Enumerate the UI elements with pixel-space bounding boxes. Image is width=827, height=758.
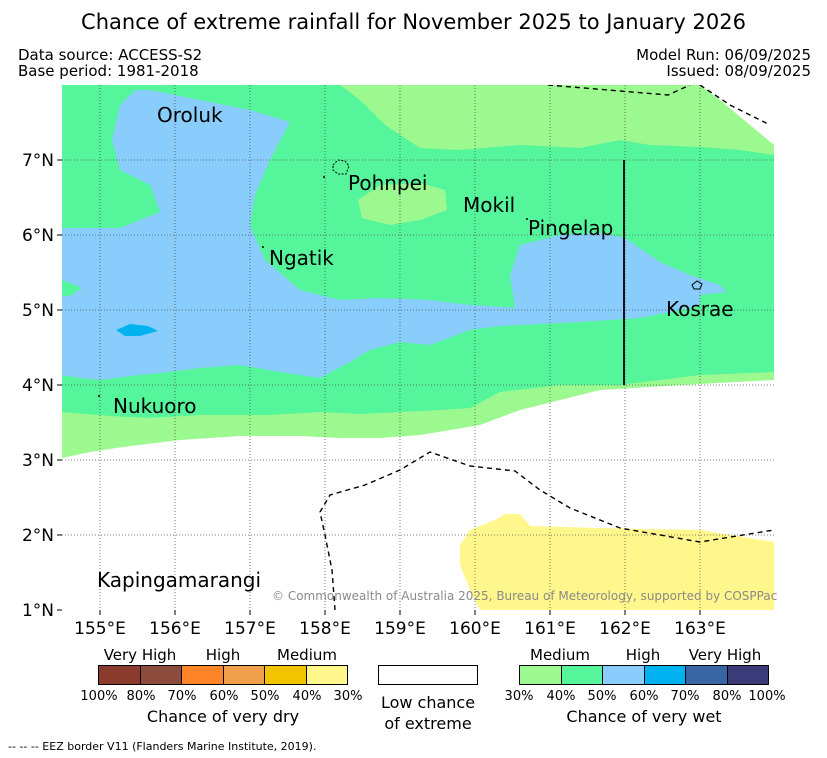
axis-ticks — [57, 159, 701, 615]
dry-swatch — [140, 666, 182, 684]
wet-colorbar — [519, 665, 769, 685]
dry-pct-label: 40% — [292, 689, 322, 704]
wet-pct-label: 50% — [587, 689, 617, 704]
kosrae-island — [691, 280, 703, 290]
place-label-pingelap: Pingelap — [528, 216, 613, 240]
dry-pct-label: 80% — [126, 689, 156, 704]
dry-swatch — [223, 666, 265, 684]
place-label-ngatik: Ngatik — [269, 246, 334, 270]
base-period-label: Base period: 1981-2018 — [18, 62, 199, 80]
low-chance-line2: of extreme — [384, 714, 472, 733]
mokil-island — [323, 176, 325, 178]
wet-legend-header-high: High — [625, 646, 661, 664]
wet-swatch — [727, 666, 768, 684]
lon-tick-159: 159°E — [374, 619, 426, 639]
wet-40-edge — [62, 280, 82, 296]
lon-tick-162: 162°E — [599, 619, 651, 639]
map-title: Chance of extreme rainfall for November … — [81, 10, 746, 34]
place-label-mokil: Mokil — [463, 193, 515, 217]
lat-tick-1: 1°N — [22, 601, 54, 621]
wet-pct-label: 40% — [546, 689, 576, 704]
dry-pct-label: 30% — [333, 689, 363, 704]
wet-medium-patch — [358, 183, 447, 225]
wet-swatch — [686, 666, 728, 684]
ngatik-island — [262, 246, 264, 248]
wet-high-east-region — [510, 233, 726, 308]
eez-footnote: -- -- -- EEZ border V11 (Flanders Marine… — [8, 740, 317, 753]
dry-swatch — [182, 666, 224, 684]
pohnpei-island — [332, 159, 350, 175]
lon-tick-156: 156°E — [149, 619, 201, 639]
wet-legend-caption: Chance of very wet — [566, 707, 722, 726]
lon-tick-161: 161°E — [524, 619, 576, 639]
dry-legend-header-very-high: Very High — [103, 646, 177, 664]
dry-legend-caption: Chance of very dry — [146, 707, 300, 726]
place-label-nukuoro: Nukuoro — [113, 394, 197, 418]
dry-swatch — [306, 666, 347, 684]
place-label-oroluk: Oroluk — [157, 103, 223, 127]
lat-tick-4: 4°N — [22, 376, 54, 396]
issued-label: Issued: 08/09/2025 — [666, 62, 811, 80]
dry-swatch — [265, 666, 307, 684]
lat-tick-2: 2°N — [22, 526, 54, 546]
nukuoro-island — [98, 395, 100, 397]
wet-swatch — [603, 666, 645, 684]
low-chance-swatch — [378, 665, 478, 685]
wet-legend-header-medium: Medium — [530, 646, 590, 664]
wet-legend-header-very-high: Very High — [688, 646, 762, 664]
lon-tick-160: 160°E — [449, 619, 501, 639]
dry-pct-label: 50% — [250, 689, 280, 704]
model-run-label: Model Run: 06/09/2025 — [636, 46, 811, 64]
rainfall-map: Oroluk Pohnpei Mokil Pingelap Ngatik Kos… — [22, 85, 777, 639]
lon-tick-155: 155°E — [74, 619, 126, 639]
wet-pct-label: 30% — [504, 689, 534, 704]
lat-tick-6: 6°N — [22, 226, 54, 246]
lat-tick-7: 7°N — [22, 151, 54, 171]
eez-border — [319, 85, 774, 610]
lat-tick-5: 5°N — [22, 301, 54, 321]
wet-70-spot — [116, 324, 158, 336]
lon-tick-163: 163°E — [674, 619, 726, 639]
place-label-kosrae: Kosrae — [666, 297, 734, 321]
wet-swatch — [520, 666, 562, 684]
wet-high-west-region — [62, 90, 700, 380]
wet-swatch — [561, 666, 603, 684]
dry-pct-label: 100% — [80, 689, 118, 704]
low-chance-line1: Low chance — [380, 693, 476, 712]
graticule — [62, 85, 774, 610]
dry-swatch — [99, 666, 141, 684]
wet-pct-label: 100% — [748, 689, 786, 704]
data-source-label: Data source: ACCESS-S2 — [18, 46, 203, 64]
dry-pct-label: 70% — [167, 689, 197, 704]
copyright-note: © Commonwealth of Australia 2025, Bureau… — [272, 589, 777, 603]
lon-tick-157: 157°E — [224, 619, 276, 639]
pingelap-island — [526, 218, 528, 220]
dry-pct-label: 60% — [209, 689, 239, 704]
wet-pct-label: 60% — [629, 689, 659, 704]
dry-colorbar — [98, 665, 348, 685]
dry-legend-header-high: High — [205, 646, 241, 664]
place-label-pohnpei: Pohnpei — [348, 171, 428, 195]
wet-pct-label: 80% — [712, 689, 742, 704]
dry-medium-region — [460, 514, 774, 610]
lon-tick-158: 158°E — [299, 619, 351, 639]
lat-tick-3: 3°N — [22, 451, 54, 471]
wet-swatch — [644, 666, 686, 684]
place-label-kapingamarangi: Kapingamarangi — [97, 568, 261, 592]
wet-pct-label: 70% — [670, 689, 700, 704]
dry-legend-header-medium: Medium — [277, 646, 337, 664]
low-chance-label: Low chance of extreme — [358, 692, 498, 734]
